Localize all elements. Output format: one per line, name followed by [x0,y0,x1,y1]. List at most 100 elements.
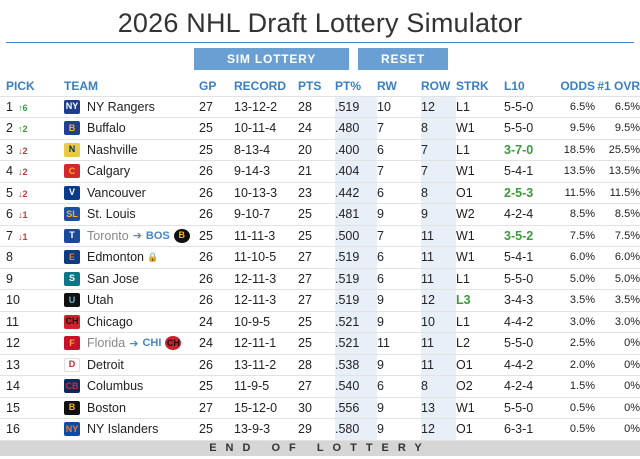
team-cell[interactable]: SL St. Louis [64,203,199,226]
team-cell[interactable]: B Buffalo [64,117,199,140]
pct-cell: .540 [335,375,377,398]
team-cell[interactable]: T Toronto ➔ BOS B [64,225,199,247]
col-pick[interactable]: PICK [6,78,35,93]
table-row[interactable]: 5 ↓2 V Vancouver 26 10-13-3 23.442 6 8 O1 2-5-3 11.… [0,182,640,204]
rw-cell: 9 [377,289,421,312]
pts-cell: 25 [298,225,335,247]
team-name: San Jose [87,271,140,286]
table-row[interactable]: 2 ↑2 B Buffalo 25 10-11-4 24.480 7 8 W1 5-5-0 9.5% 9… [0,117,640,140]
title-divider [6,42,634,43]
pct-cell: .580 [335,418,377,441]
pick-cell: 15 [0,397,64,419]
team-cell[interactable]: C Calgary [64,160,199,183]
col-gp[interactable]: GP [199,78,217,93]
table-row[interactable]: 14 CB Columbus 25 11-9-5 27.540 6 8 O2 4-2-4 1.5% 0… [0,375,640,398]
team-cell[interactable]: N Nashville [64,139,199,161]
team-cell[interactable]: CH Chicago [64,311,199,333]
maple-leafs-logo-icon: T [64,228,80,243]
last10-cell: 4-4-2 [504,311,553,333]
col-first-overall[interactable]: #1 OVR [597,78,640,93]
record-cell: 9-14-3 [234,160,298,183]
col-team[interactable]: TEAM [64,78,98,93]
first-overall-cell: 0% [595,354,640,376]
blackhawks-logo-icon: CH [165,336,182,351]
row-cell: 13 [421,397,456,419]
panthers-logo-icon: F [64,336,80,351]
streak-cell: O1 [456,182,504,204]
record-cell: 12-11-1 [234,332,298,355]
table-row[interactable]: 10 U Utah 26 12-11-3 27.519 9 12 L3 3-4-3 3.5% 3.5% [0,289,640,312]
reset-button[interactable]: RESET [358,48,448,70]
row-cell: 8 [421,117,456,140]
streak-cell: W1 [456,246,504,269]
pct-cell: .480 [335,117,377,140]
row-cell: 10 [421,311,456,333]
col-pct[interactable]: PT% [335,78,362,93]
team-cell[interactable]: S San Jose [64,268,199,290]
table-row[interactable]: 9 S San Jose 26 12-11-3 27.519 6 11 L1 5-5-0 5.0% 5… [0,268,640,290]
team-cell[interactable]: F Florida ➔ CHI CH [64,332,199,355]
team-name: NY Islanders [87,422,159,437]
flames-logo-icon: C [64,164,80,179]
record-cell: 10-11-4 [234,117,298,140]
col-row[interactable]: ROW [421,78,451,93]
pick-number: 11 [6,314,19,329]
team-cell[interactable]: B Boston [64,397,199,419]
col-l10[interactable]: L10 [504,78,525,93]
canucks-logo-icon: V [64,185,80,200]
odds-cell: 8.5% [553,203,595,226]
sim-lottery-button[interactable]: SIM LOTTERY [194,48,349,70]
last10-cell: 5-5-0 [504,268,553,290]
pts-cell: 27 [298,289,335,312]
gp-cell: 26 [199,354,234,376]
gp-cell: 25 [199,418,234,441]
team-cell[interactable]: NY NY Rangers [64,95,199,118]
table-row[interactable]: 15 B Boston 27 15-12-0 30.556 9 13 W1 5-5-0 0.5% 0% [0,397,640,419]
pts-cell: 30 [298,397,335,419]
first-overall-cell: 6.5% [595,95,640,118]
first-overall-cell: 11.5% [595,182,640,204]
col-rw[interactable]: RW [377,78,397,93]
row-cell: 7 [421,139,456,161]
last10-cell: 4-2-4 [504,203,553,226]
team-cell[interactable]: E Edmonton 🔒 [64,246,199,269]
pts-cell: 28 [298,354,335,376]
table-row[interactable]: 7 ↓1 T Toronto ➔ BOS B 25 11-11-3 25.500 7 11 W1 3-5-… [0,225,640,247]
table-row[interactable]: 4 ↓2 C Calgary 26 9-14-3 21.404 7 7 W1 5-4-1 13.5% 1… [0,160,640,183]
pick-cell: 11 [0,311,64,333]
team-cell[interactable]: D Detroit [64,354,199,376]
table-row[interactable]: 12 F Florida ➔ CHI CH 24 12-11-1 25.521 11 11 L2 5-5… [0,332,640,355]
odds-cell: 9.5% [553,117,595,140]
gp-cell: 26 [199,160,234,183]
team-cell[interactable]: U Utah [64,289,199,312]
table-row[interactable]: 6 ↓1 SL St. Louis 26 9-10-7 25.481 9 9 W2 4-2-4 8.5… [0,203,640,226]
table-row[interactable]: 16 NY NY Islanders 25 13-9-3 29.580 9 12 O1 6-3-1… [0,418,640,441]
col-pts[interactable]: PTS [298,78,322,93]
col-strk[interactable]: STRK [456,78,489,93]
pct-cell: .519 [335,268,377,290]
table-row[interactable]: 8 E Edmonton 🔒 26 11-10-5 27.519 6 11 W1 5-4-1 6.0… [0,246,640,269]
pick-number: 5 [6,185,13,200]
table-row[interactable]: 13 D Detroit 26 13-11-2 28.538 9 11 O1 4-4-2 2.0% 0… [0,354,640,376]
team-cell[interactable]: V Vancouver [64,182,199,204]
table-row[interactable]: 1 ↑6 NY NY Rangers 27 13-12-2 28.519 10 12 L1 5-5-… [0,95,640,118]
col-odds[interactable]: ODDS [560,78,595,93]
pct-cell: .404 [335,160,377,183]
odds-cell: 18.5% [553,139,595,161]
pct-cell: .519 [335,289,377,312]
pct-cell: .519 [335,95,377,118]
table-row[interactable]: 11 CH Chicago 24 10-9-5 25.521 9 10 L1 4-4-2 3.0% 3… [0,311,640,333]
team-cell[interactable]: CB Columbus [64,375,199,398]
pct-cell: .519 [335,246,377,269]
first-overall-cell: 0% [595,375,640,398]
table-row[interactable]: 3 ↓2 N Nashville 25 8-13-4 20.400 6 7 L1 3-7-0 18.5… [0,139,640,161]
team-name: Calgary [87,164,131,179]
team-name: Florida [87,336,126,351]
record-cell: 10-9-5 [234,311,298,333]
odds-cell: 0.5% [553,418,595,441]
pick-movement: ↑2 [17,124,28,135]
rw-cell: 9 [377,397,421,419]
odds-cell: 11.5% [553,182,595,204]
team-cell[interactable]: NY NY Islanders [64,418,199,441]
col-record[interactable]: RECORD [234,78,287,93]
